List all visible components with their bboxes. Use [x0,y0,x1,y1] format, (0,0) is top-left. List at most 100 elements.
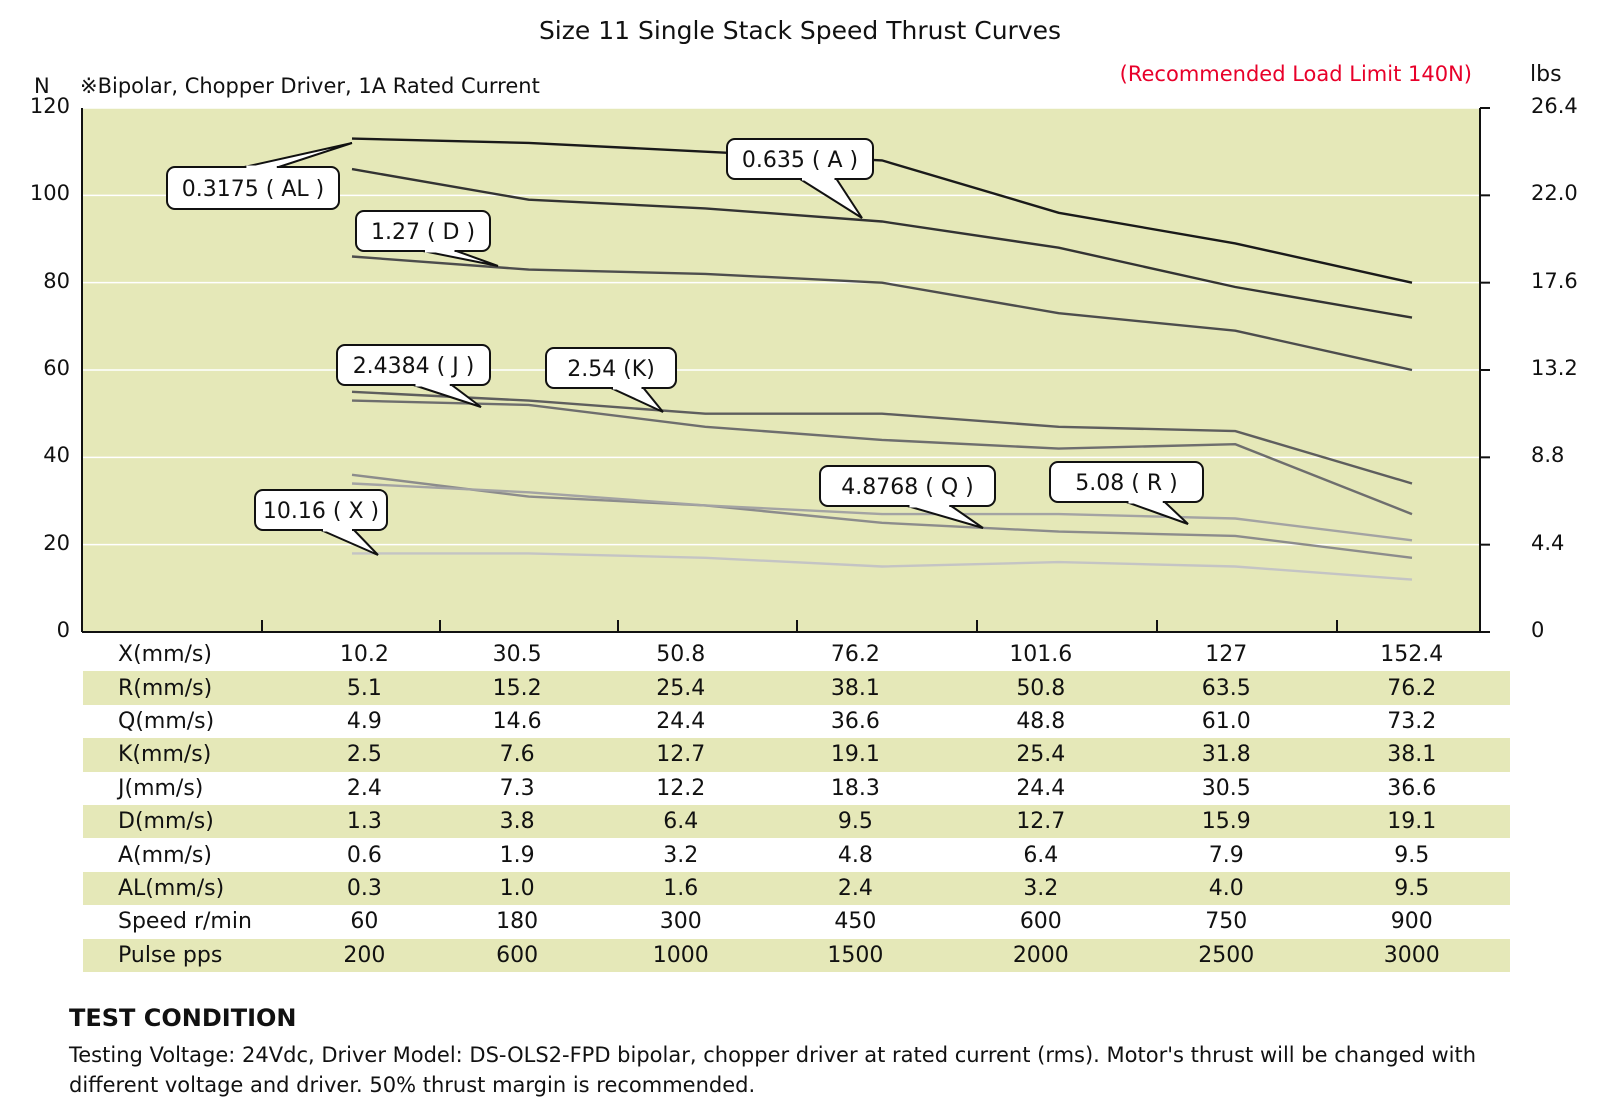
y2-tick-label: 0 [1531,618,1545,642]
table-cell: 19.1 [768,738,943,772]
table-cell: 30.5 [492,642,542,668]
series-line-5-08-r [351,482,1413,542]
row-header: A(mm/s) [118,842,212,868]
table-cell: 2.4 [346,775,382,801]
table-cell: 76.2 [830,642,880,668]
table-cell: 25.4 [942,738,1139,772]
table-cell: 15.2 [440,671,594,705]
table-cell: 5.1 [288,671,441,705]
table-cell: 101.6 [1009,642,1073,668]
callout-label: 0.635 ( A ) [742,148,858,173]
table-cell: 2500 [1139,938,1314,972]
callout-box [355,210,491,252]
y2-tick-label: 17.6 [1531,268,1578,293]
table-cell: 12.7 [593,738,769,772]
table-cell: 61.0 [1201,708,1251,734]
table-cell: 9.5 [1313,871,1510,906]
table-cell: 25.4 [593,671,769,705]
table-cell: 600 [1019,909,1062,935]
callout-box [336,344,491,386]
table-cell: 19.1 [1313,804,1510,839]
table-cell: 14.6 [492,708,542,734]
table-cell: 1.0 [440,871,594,906]
y-tick-label: 20 [43,530,70,555]
callout-2-4384-j: 2.4384 ( J ) [336,344,491,408]
table-row: D(mm/s) 1.3 3.8 6.4 9.5 12.7 15.9 19.1 [83,804,1510,839]
series-line-2-4384-j [351,390,1413,485]
table-cell: 600 [440,938,594,972]
table-cell: 3.2 [663,842,699,868]
table-cell: 152.4 [1380,642,1444,668]
callout-label: 2.4384 ( J ) [353,354,475,379]
series-line-0-3175-al [351,167,1413,319]
table-cell: 7.9 [1208,842,1244,868]
table-cell: 2000 [942,938,1139,972]
table-cell: 18.3 [830,775,880,801]
thrust-chart: 0.635 ( A ) 0.3175 ( AL ) 1.27 ( D ) 2.4384… [81,107,1490,633]
chart-title: Size 11 Single Stack Speed Thrust Curves [538,16,1062,45]
table-cell: 24.4 [656,708,706,734]
table-cell: 36.6 [830,708,880,734]
table-cell: 31.8 [1139,738,1314,772]
table-cell: 76.2 [1313,671,1510,705]
callout-label: 2.54 (K) [567,357,655,382]
series-line-2-54-k [351,399,1413,516]
table-cell: 15.9 [1139,804,1314,839]
callout-4-8768-q: 4.8768 ( Q ) [819,465,996,529]
callout-label: 5.08 ( R ) [1075,471,1177,496]
table-cell: 30.5 [1201,775,1251,801]
y-tick-label: 80 [43,268,70,293]
callout-box [819,465,996,507]
table-cell: 50.8 [656,642,706,668]
y2-tick-label: 8.8 [1531,443,1565,468]
series-line-1-27-d [351,255,1413,372]
table-cell: 12.7 [942,804,1139,839]
table-row: X(mm/s) 10.2 30.5 50.8 76.2 101.6 127 152.4 [83,638,1510,671]
table-cell: 10.2 [339,642,389,668]
table-cell: 6.4 [1023,842,1059,868]
table-row: R(mm/s) 5.1 15.2 25.4 38.1 50.8 63.5 76.2 [83,671,1510,705]
table-cell: 1.9 [499,842,535,868]
row-header: X(mm/s) [118,642,212,668]
table-cell: 2.5 [288,738,441,772]
table-cell: 200 [288,938,441,972]
y-axis-unit-left: N [34,74,50,98]
table-row: J(mm/s) 2.4 7.3 12.2 18.3 24.4 30.5 36.6 [83,772,1510,805]
table-cell: 300 [659,909,702,935]
table-row: AL(mm/s) 0.3 1.0 1.6 2.4 3.2 4.0 9.5 [83,871,1510,906]
callout-0-3175-al: 0.3175 ( AL ) [166,142,353,210]
row-header: Q(mm/s) [118,708,215,734]
table-cell: 63.5 [1139,671,1314,705]
series-line-0-635-a [351,137,1413,284]
table-cell: 3.8 [440,804,594,839]
y2-tick-label: 13.2 [1531,356,1578,380]
table-cell: 0.3 [288,871,441,906]
load-limit-note: (Recommended Load Limit 140N) [1119,62,1472,86]
row-header: Speed r/min [118,909,252,935]
table-cell: 7.3 [499,775,535,801]
y-tick-label: 40 [43,443,70,468]
table-cell: 7.6 [440,738,594,772]
y2-tick-label: 22.0 [1531,181,1578,206]
table-cell: 450 [834,909,877,935]
y-tick-label: 120 [29,94,70,118]
callout-label: 1.27 ( D ) [371,220,475,245]
table-cell: 12.2 [656,775,706,801]
table-cell: 3000 [1313,938,1510,972]
table-cell: 1500 [768,938,943,972]
table-cell: 60 [350,909,379,935]
table-cell: 6.4 [593,804,769,839]
table-cell: 36.6 [1387,775,1437,801]
test-condition-text: Testing Voltage: 24Vdc, Driver Model: DS… [69,1043,1477,1097]
y-tick-label: 0 [56,618,70,642]
callout-label: 10.16 ( X ) [263,499,379,524]
row-header: K(mm/s) [83,738,288,772]
callout-box [545,347,677,389]
table-cell: 1.6 [593,871,769,906]
table-row: Pulse pps 200 600 1000 1500 2000 2500 3000 [83,938,1510,972]
y-tick-label: 60 [43,356,70,380]
driver-note: ※Bipolar, Chopper Driver, 1A Rated Curre… [80,74,540,98]
row-header: J(mm/s) [118,775,204,801]
callout-0-635-a: 0.635 ( A ) [726,138,874,219]
table-cell: 38.1 [1313,738,1510,772]
